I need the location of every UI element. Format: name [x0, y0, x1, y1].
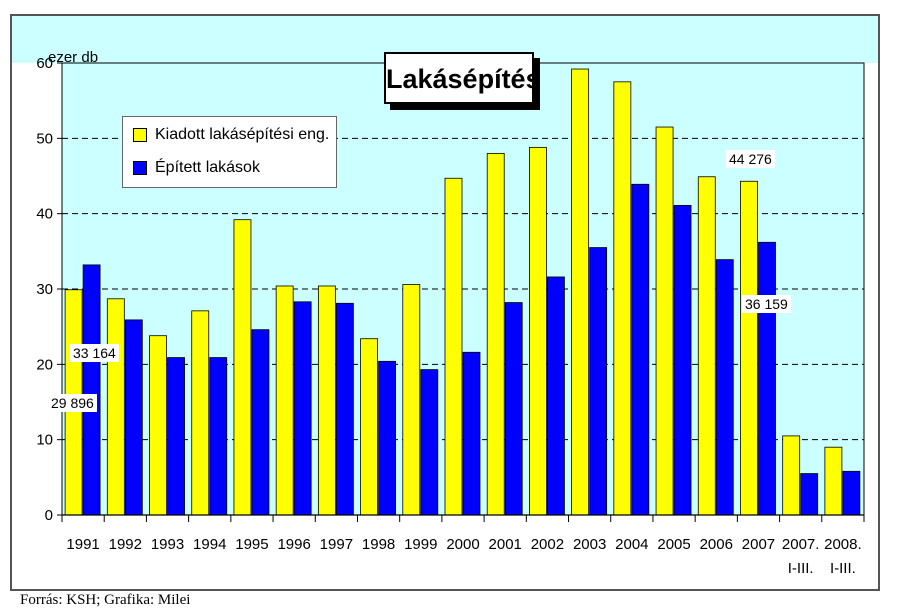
y-tick-label: 60	[36, 55, 53, 72]
bar-epitett	[547, 276, 565, 516]
x-tick-label: 1993	[151, 536, 184, 553]
y-tick-label: 50	[36, 130, 53, 147]
bar-epitett	[420, 369, 439, 516]
bar-kiadott	[486, 152, 505, 516]
bar-epitett	[124, 319, 143, 516]
y-tick-label: 30	[36, 281, 53, 298]
data-label-1991-epitett: 33 164	[70, 344, 119, 362]
bar-kiadott	[149, 335, 167, 516]
legend-item-kiadott: Kiadott lakásépítési eng.	[133, 126, 329, 144]
bar-epitett	[758, 241, 776, 516]
bar-kiadott	[529, 146, 547, 516]
legend-item-epitett: Épített lakások	[133, 159, 260, 177]
x-tick-label: 2008.	[824, 536, 862, 553]
x-tick-label: 2003	[573, 536, 606, 553]
bar-epitett	[800, 473, 819, 516]
bar-epitett	[589, 247, 608, 516]
y-tick-label: 10	[36, 432, 53, 449]
x-tick-label: 2004	[615, 536, 648, 553]
bar-kiadott	[275, 285, 294, 516]
bar-kiadott	[191, 310, 210, 516]
bar-kiadott	[697, 176, 716, 516]
bar-epitett	[251, 329, 270, 516]
bar-epitett	[167, 357, 185, 516]
legend-swatch-blue	[133, 161, 147, 175]
y-tick-label: 40	[36, 206, 53, 223]
bar-kiadott	[106, 298, 125, 516]
bar-epitett	[378, 360, 396, 516]
bar-kiadott	[444, 177, 463, 516]
y-tick-label: 0	[45, 507, 53, 524]
x-tick-label: 2002	[531, 536, 564, 553]
y-tick-label: 20	[36, 356, 53, 373]
source-note: Forrás: KSH; Grafika: Milei	[20, 592, 191, 608]
x-tick-label: 2007.	[782, 536, 820, 553]
bar-epitett	[715, 259, 734, 516]
bar-kiadott	[317, 285, 336, 516]
bar-kiadott	[613, 81, 632, 516]
bar-kiadott	[824, 446, 843, 516]
legend: Kiadott lakásépítési eng. Épített lakáso…	[122, 116, 337, 188]
data-label-1991-kiadott: 29 896	[48, 394, 97, 412]
bar-epitett	[673, 204, 692, 516]
bar-epitett	[462, 351, 481, 516]
bar-epitett	[209, 357, 228, 516]
bar-kiadott	[571, 68, 590, 516]
x-tick-label: 1992	[109, 536, 142, 553]
x-tick-label: 2000	[446, 536, 479, 553]
data-label-2007-kiadott: 44 276	[726, 150, 775, 168]
x-tick-label: 1999	[404, 536, 437, 553]
x-tick-label: 2001	[489, 536, 522, 553]
x-tick-label: I-III.	[788, 560, 814, 577]
legend-label: Épített lakások	[155, 159, 260, 176]
bar-epitett	[335, 302, 354, 516]
x-tick-label: 2005	[657, 536, 690, 553]
data-label-2007-epitett: 36 159	[742, 295, 791, 313]
x-tick-label: 1996	[277, 536, 310, 553]
bar-epitett	[842, 470, 861, 516]
x-tick-label: I-III.	[830, 560, 856, 577]
bar-kiadott	[233, 219, 252, 516]
bar-epitett	[293, 301, 312, 516]
x-tick-label: 1997	[320, 536, 353, 553]
bar-kiadott	[740, 180, 758, 516]
bar-kiadott	[402, 284, 421, 516]
bar-kiadott	[655, 126, 674, 516]
chart-frame: 0 10 20 30 40 50 60 1991 1992 1993 1994 1995 1996 199…	[10, 14, 880, 591]
chart-title: Lakásépítés	[384, 52, 541, 104]
x-tick-label: 1991	[66, 536, 99, 553]
y-axis-label: ezer db	[48, 49, 99, 66]
x-tick-label: 1995	[235, 536, 268, 553]
x-tick-label: 2006	[700, 536, 733, 553]
bar-epitett	[82, 264, 101, 516]
bar-epitett	[504, 302, 523, 516]
bar-kiadott	[360, 338, 378, 516]
bar-epitett	[631, 183, 650, 516]
legend-label: Kiadott lakásépítési eng.	[155, 126, 330, 143]
x-tick-label: 2007	[742, 536, 775, 553]
x-tick-label: 1998	[362, 536, 395, 553]
legend-swatch-yellow	[133, 128, 147, 142]
x-tick-label: 1994	[193, 536, 226, 553]
bar-kiadott	[782, 435, 801, 516]
